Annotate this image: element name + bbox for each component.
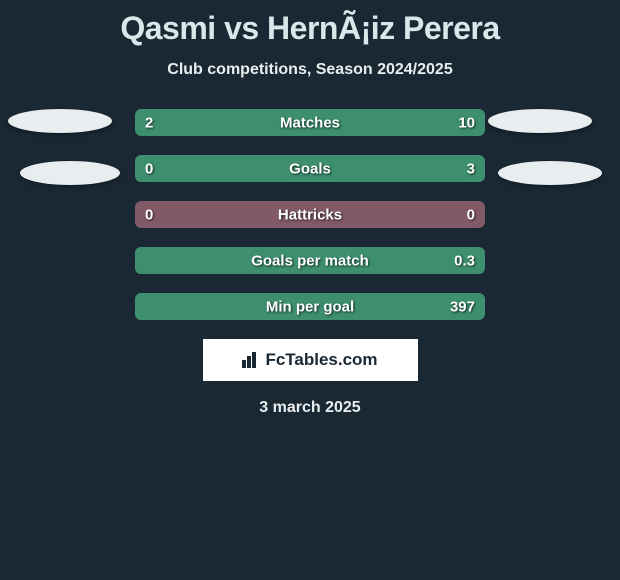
subtitle: Club competitions, Season 2024/2025 [0, 61, 620, 79]
decorative-ellipse [498, 161, 602, 185]
bar-label: Goals per match [251, 252, 369, 269]
decorative-ellipse [20, 161, 120, 185]
chart-area: Matches 2 10 Goals 0 3 Hattricks 0 0 Goals per ma… [0, 109, 620, 320]
bar-label: Matches [280, 114, 340, 131]
bar-value-right: 10 [458, 114, 475, 131]
stat-bar-row: Goals 0 3 [135, 155, 485, 182]
page-title: Qasmi vs HernÃ¡iz Perera [0, 0, 620, 47]
decorative-ellipse [488, 109, 592, 133]
stat-bar-row: Goals per match 0.3 [135, 247, 485, 274]
stat-bar-row: Min per goal 397 [135, 293, 485, 320]
bar-label: Min per goal [266, 298, 354, 315]
bar-fill-left [135, 109, 193, 136]
bar-value-right: 3 [467, 160, 475, 177]
bar-value-right: 397 [450, 298, 475, 315]
bar-value-right: 0.3 [454, 252, 475, 269]
bar-label: Hattricks [278, 206, 342, 223]
stat-bar-row: Matches 2 10 [135, 109, 485, 136]
chart-icon [242, 352, 262, 368]
bar-value-left: 2 [145, 114, 153, 131]
bar-label: Goals [289, 160, 331, 177]
brand-text: FcTables.com [265, 350, 377, 370]
date-text: 3 march 2025 [0, 399, 620, 417]
bars-container: Matches 2 10 Goals 0 3 Hattricks 0 0 Goals per ma… [135, 109, 485, 320]
bar-value-right: 0 [467, 206, 475, 223]
stat-bar-row: Hattricks 0 0 [135, 201, 485, 228]
decorative-ellipse [8, 109, 112, 133]
bar-value-left: 0 [145, 160, 153, 177]
brand-box: FcTables.com [203, 339, 418, 381]
bar-value-left: 0 [145, 206, 153, 223]
